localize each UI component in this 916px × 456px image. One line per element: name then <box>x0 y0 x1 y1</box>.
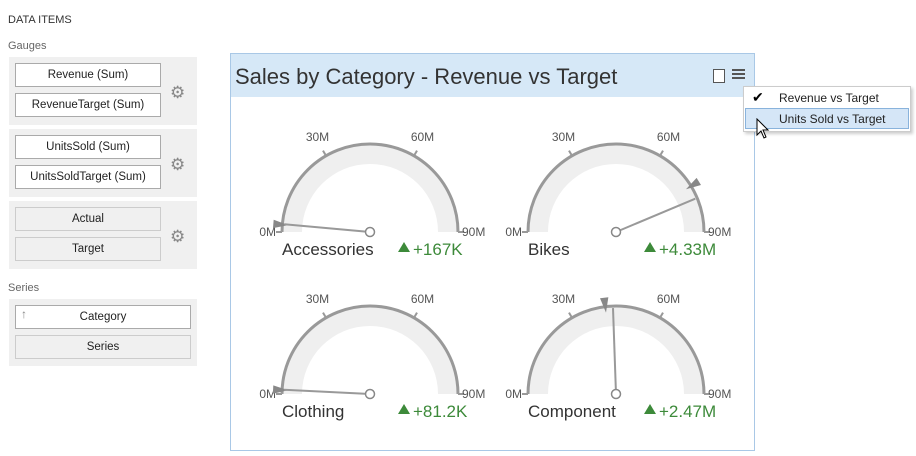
delta-value: +4.33M <box>659 240 716 259</box>
gauge-ring <box>526 142 706 233</box>
gauge-band <box>528 306 704 394</box>
item-group: Category Series ↑ <box>9 299 197 366</box>
gauge-name: Accessories <box>282 240 374 259</box>
data-item[interactable]: Target <box>15 237 161 261</box>
item-title: Sales by Category - Revenue vs Target <box>235 64 618 89</box>
settings-icon[interactable]: ⚙ <box>170 155 186 174</box>
target-marker <box>600 297 609 313</box>
target-marker <box>272 385 289 394</box>
gauge-band <box>528 144 704 232</box>
tick-label: 90M <box>462 225 485 239</box>
section-label: Gauges <box>8 40 47 52</box>
gauge-band <box>282 144 458 232</box>
tick-label: 0M <box>505 225 522 239</box>
delta-indicator <box>398 242 410 252</box>
tick-mark <box>413 312 418 319</box>
menu-highlight <box>745 108 909 129</box>
tick-label: 30M <box>306 130 329 144</box>
tick-label: 60M <box>657 130 680 144</box>
panel-title: DATA ITEMS <box>8 14 72 26</box>
tick-label: 0M <box>259 387 276 401</box>
tick-mark <box>659 150 664 157</box>
gauge-ring <box>280 142 460 233</box>
tick-label: 0M <box>259 225 276 239</box>
check-mark: ✔ <box>752 89 764 105</box>
data-item[interactable]: RevenueTarget (Sum) <box>15 93 161 117</box>
section-label: Series <box>8 282 40 294</box>
needle-hub <box>610 226 622 238</box>
delta-value: +2.47M <box>659 402 716 421</box>
tick-label: 90M <box>462 387 485 401</box>
target-marker <box>685 177 701 190</box>
data-item[interactable]: Actual <box>15 207 161 231</box>
sort-icon: ↑ <box>21 307 27 321</box>
data-item[interactable]: Category <box>15 305 191 329</box>
tick-label: 90M <box>708 387 731 401</box>
needle-hub <box>364 388 376 400</box>
dashboard-item: Sales by Category - Revenue vs Target <box>230 53 755 451</box>
tick-mark <box>568 312 573 319</box>
layers-icon[interactable] <box>732 69 745 81</box>
tick-label: 0M <box>505 387 522 401</box>
tick-label: 90M <box>708 225 731 239</box>
tick-label: 60M <box>411 292 434 306</box>
tick-mark <box>322 150 327 157</box>
needle <box>284 388 371 395</box>
tick-mark <box>413 150 418 157</box>
export-icon[interactable] <box>713 69 725 83</box>
delta-indicator <box>398 404 410 414</box>
item-group: Revenue (Sum) RevenueTarget (Sum) ⚙ <box>9 57 197 125</box>
data-item[interactable]: Revenue (Sum) <box>15 63 161 87</box>
item-group: UnitsSold (Sum) UnitsSoldTarget (Sum) ⚙ <box>9 129 197 197</box>
gauge-ring <box>526 304 706 395</box>
tick-label: 60M <box>657 292 680 306</box>
data-item[interactable]: Series <box>15 335 191 359</box>
cursor <box>756 118 770 139</box>
delta-indicator <box>644 404 656 414</box>
gauge-ring <box>280 304 460 395</box>
tick-mark <box>322 312 327 319</box>
needle <box>284 223 371 233</box>
tick-mark <box>568 150 573 157</box>
tick-label: 30M <box>552 292 575 306</box>
item-header <box>231 54 754 97</box>
data-item[interactable]: UnitsSoldTarget (Sum) <box>15 165 161 189</box>
tick-label: 30M <box>552 130 575 144</box>
gauge-name: Clothing <box>282 402 344 421</box>
settings-icon[interactable]: ⚙ <box>170 227 186 246</box>
delta-value: +167K <box>413 240 463 259</box>
tick-label: 60M <box>411 130 434 144</box>
menu-item[interactable]: Revenue vs Target <box>779 91 879 105</box>
data-item[interactable]: UnitsSold (Sum) <box>15 135 161 159</box>
needle-hub <box>364 226 376 238</box>
gauge-name: Bikes <box>528 240 570 259</box>
settings-icon[interactable]: ⚙ <box>170 83 186 102</box>
gauge-name: Component <box>528 402 616 421</box>
needle-hub <box>610 388 622 400</box>
tick-mark <box>659 312 664 319</box>
item-group: Actual Target ⚙ <box>9 201 197 269</box>
tick-label: 30M <box>306 292 329 306</box>
target-marker <box>272 219 289 229</box>
needle <box>611 308 617 395</box>
menu-item[interactable]: Units Sold vs Target <box>779 112 886 126</box>
needle <box>615 197 696 233</box>
delta-indicator <box>644 242 656 252</box>
dropdown-menu: ✔ Revenue vs Target Units Sold vs Target <box>743 86 911 132</box>
gauge-band <box>282 306 458 394</box>
delta-value: +81.2K <box>413 402 468 421</box>
